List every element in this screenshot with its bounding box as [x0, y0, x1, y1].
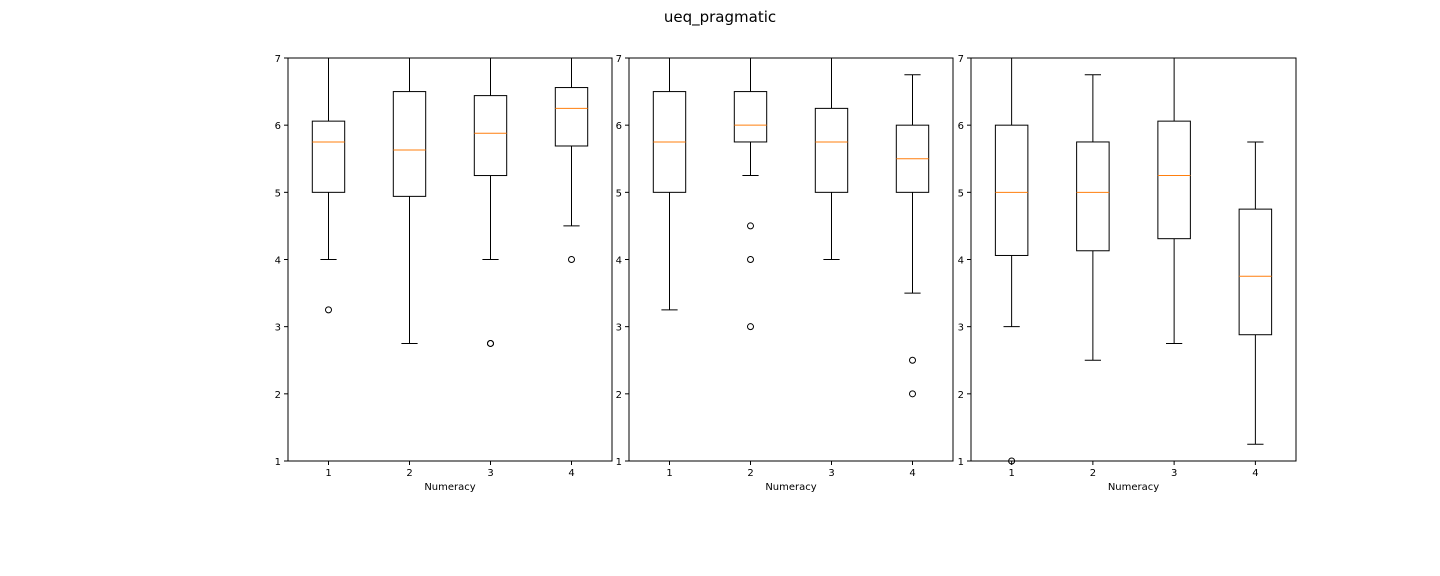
- x-tick-label: 4: [909, 468, 915, 479]
- x-tick-label: 4: [568, 468, 574, 479]
- y-tick-label: 2: [616, 390, 622, 401]
- iqr-box: [814, 107, 849, 193]
- box-3-2: [1076, 74, 1110, 361]
- box-1-4: [554, 57, 589, 263]
- x-tick-label: 3: [1171, 468, 1177, 479]
- x-tick-label: 4: [1252, 468, 1258, 479]
- iqr-box: [994, 124, 1029, 256]
- x-tick-label: 2: [747, 468, 753, 479]
- y-tick-label: 4: [275, 256, 281, 267]
- box-2-2: [733, 57, 768, 331]
- x-axis-label: Numeracy: [765, 482, 816, 493]
- y-tick-label: 1: [275, 457, 281, 468]
- iqr-box: [1238, 208, 1273, 336]
- x-tick-label: 2: [406, 468, 412, 479]
- y-tick-label: 1: [958, 457, 964, 468]
- box-2-1: [652, 57, 687, 311]
- x-axis-label: Numeracy: [1108, 482, 1159, 493]
- iqr-box: [392, 91, 427, 197]
- axes-frame: [287, 57, 613, 462]
- box-2-3: [814, 57, 849, 260]
- x-tick-label: 1: [666, 468, 672, 479]
- iqr-box: [1157, 120, 1191, 240]
- y-tick-label: 5: [616, 188, 622, 199]
- axes-frame: [628, 57, 954, 462]
- y-tick-label: 7: [616, 54, 622, 65]
- axes-frame: [970, 57, 1297, 462]
- x-tick-label: 2: [1090, 468, 1096, 479]
- y-tick-label: 7: [275, 54, 281, 65]
- figure-title: ueq_pragmatic: [663, 8, 777, 26]
- subplot-2: 1 2 3 4 5 6 7 1 2 3 4 Numeracy: [616, 54, 954, 493]
- iqr-box: [733, 91, 768, 143]
- y-tick-label: 7: [958, 54, 964, 65]
- y-tick-label: 3: [616, 323, 622, 334]
- y-tick-label: 4: [958, 256, 964, 267]
- box-2-4: [895, 74, 930, 398]
- y-tick-label: 3: [958, 323, 964, 334]
- y-tick-label: 6: [616, 121, 622, 132]
- iqr-box: [473, 95, 508, 177]
- y-tick-label: 2: [275, 390, 281, 401]
- outlier-point: [568, 256, 575, 263]
- y-tick-label: 5: [275, 188, 281, 199]
- outlier-point: [747, 222, 754, 230]
- box-3-3: [1157, 57, 1191, 344]
- outlier-point: [909, 356, 916, 364]
- box-3-1: [994, 57, 1029, 465]
- y-tick-label: 5: [958, 188, 964, 199]
- x-tick-label: 3: [487, 468, 493, 479]
- box-1-2: [392, 57, 427, 344]
- y-tick-label: 6: [275, 121, 281, 132]
- box-1-1: [311, 57, 346, 314]
- subplot-1: 1 2 3 4 5 6 7 1 2 3 4 Numeracy: [275, 54, 613, 493]
- x-tick-label: 1: [325, 468, 331, 479]
- outlier-point: [325, 306, 332, 314]
- x-axis-label: Numeracy: [424, 482, 475, 493]
- box-1-3: [473, 57, 508, 347]
- outlier-point: [747, 256, 754, 263]
- outlier-point: [909, 390, 916, 398]
- subplot-3: 1 2 3 4 5 6 7 1 2 3 4 Numeracy: [958, 54, 1297, 493]
- x-tick-label: 3: [828, 468, 834, 479]
- x-tick-label: 1: [1008, 468, 1014, 479]
- y-tick-label: 3: [275, 323, 281, 334]
- iqr-box: [311, 120, 346, 193]
- outlier-point: [747, 323, 754, 331]
- box-3-4: [1238, 141, 1273, 445]
- y-tick-label: 4: [616, 256, 622, 267]
- y-tick-label: 2: [958, 390, 964, 401]
- iqr-box: [554, 87, 589, 147]
- y-tick-label: 6: [958, 121, 964, 132]
- y-tick-label: 1: [616, 457, 622, 468]
- iqr-box: [1076, 141, 1110, 252]
- outlier-point: [487, 339, 494, 347]
